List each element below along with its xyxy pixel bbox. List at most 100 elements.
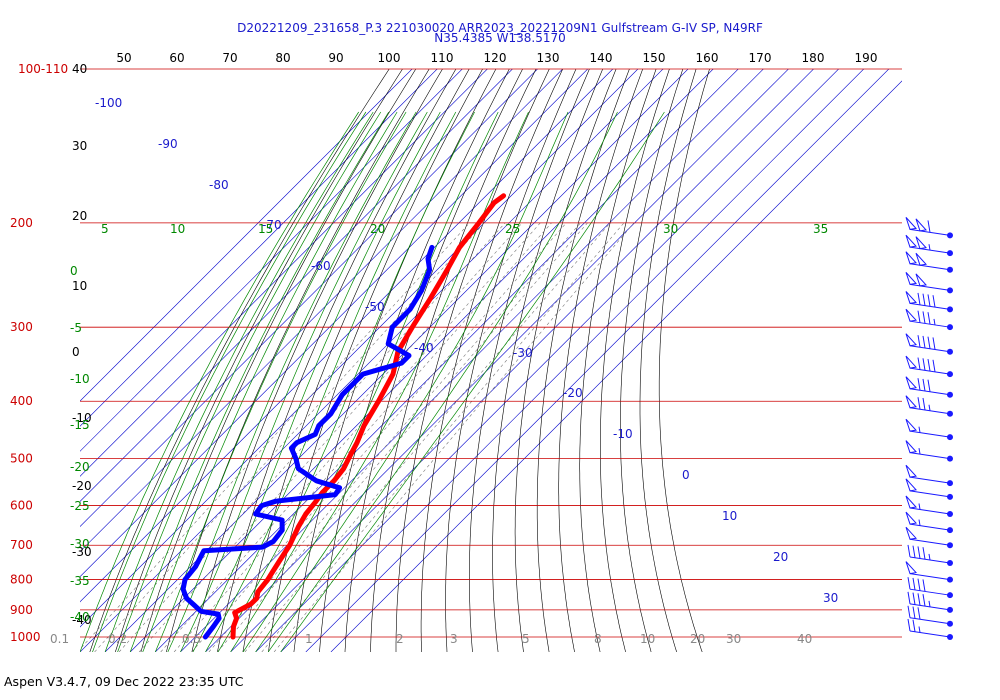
- top-temp-label: 50: [116, 51, 131, 65]
- mixing-ratio-label: 3: [450, 632, 458, 646]
- isotherm-line: [80, 69, 438, 427]
- wind-barb-feather: [922, 293, 926, 306]
- wind-barb-staff: [909, 588, 951, 596]
- moist-adiabat: [104, 111, 374, 652]
- wind-barb-pennant: [905, 376, 917, 390]
- isotherm-label: -100: [95, 96, 122, 110]
- wind-barb: [905, 272, 953, 294]
- wind-barb-pennant: [905, 291, 917, 304]
- wind-barb: [905, 495, 953, 517]
- wind-barb-feather: [912, 619, 916, 632]
- wind-barb-feather: [907, 577, 911, 590]
- top-temp-label: 120: [484, 51, 507, 65]
- moist-left-label: -5: [70, 321, 82, 335]
- wind-barb: [905, 308, 953, 331]
- isotherm-label: 0: [682, 468, 690, 482]
- isotherm-label: -60: [311, 259, 331, 273]
- pressure-label: 900: [10, 603, 33, 617]
- pressure-label: 800: [10, 573, 33, 587]
- wind-barb-pennant: [905, 333, 917, 347]
- moist-adiabat: [255, 111, 569, 652]
- isotherm-label: -80: [209, 178, 229, 192]
- wind-barb-feather: [922, 397, 926, 411]
- isotherm-label: -70: [262, 218, 282, 232]
- dry-adiabat: [89, 69, 390, 652]
- mixing-ratio-line: [160, 222, 541, 652]
- pressure-label: 1000: [10, 630, 41, 644]
- wind-barb-pennant: [915, 273, 927, 287]
- mixing-ratio-label: 5: [522, 632, 530, 646]
- wind-barb-staff: [909, 573, 951, 581]
- wind-barb-half: [918, 626, 921, 633]
- wind-barb-staff: [909, 523, 951, 531]
- isotherm-line: [255, 69, 840, 652]
- wind-barb-staff: [909, 538, 951, 546]
- wind-barb-feather: [927, 294, 931, 307]
- moist-adiabat-label: 30: [663, 222, 678, 236]
- wind-barb-feather: [912, 545, 916, 558]
- wind-barb-pennant: [905, 234, 917, 248]
- dry-adiabat: [579, 69, 657, 652]
- moist-left-label: 0: [70, 264, 78, 278]
- wind-barb: [905, 333, 953, 355]
- wind-barb-feather: [907, 591, 911, 604]
- isotherm-label: 30: [823, 591, 838, 605]
- wind-barb-feather: [917, 335, 921, 348]
- moist-adiabat: [217, 111, 475, 652]
- wind-barb-feather: [922, 335, 926, 349]
- left-scale-label: 0: [72, 345, 80, 359]
- wind-barb-feather: [927, 220, 931, 233]
- top-temp-label: 160: [696, 51, 719, 65]
- moist-adiabat: [92, 111, 367, 652]
- wind-barb-staff: [909, 507, 951, 515]
- mixing-ratio-line: [118, 222, 506, 652]
- wind-barb: [905, 291, 953, 313]
- wind-barb-pennant: [905, 440, 917, 454]
- pressure-label: 300: [10, 320, 33, 334]
- wind-barb-feather: [907, 605, 911, 618]
- mixing-ratio-label: 30: [726, 632, 741, 646]
- isotherm-line: [330, 80, 902, 652]
- wind-barb-feather: [917, 578, 921, 591]
- wind-barb-pennant: [915, 218, 927, 232]
- wind-barb-staff: [909, 263, 951, 271]
- wind-barb-feather: [927, 336, 931, 349]
- top-temp-label: 130: [537, 51, 560, 65]
- wind-barb-feather: [917, 310, 921, 323]
- wind-barb-staff: [909, 490, 951, 498]
- wind-barb-pennant: [905, 526, 917, 540]
- wind-barb: [905, 511, 953, 534]
- wind-barb-half: [928, 404, 931, 411]
- isotherm-line: [80, 69, 463, 452]
- dry-adiabat: [140, 69, 417, 652]
- wind-barb: [907, 605, 953, 627]
- wind-barb: [907, 618, 953, 641]
- isotherm-line: [180, 69, 764, 652]
- wind-barb-feather: [917, 397, 921, 410]
- isotherm-line: [280, 69, 865, 652]
- wind-barb: [905, 376, 953, 398]
- wind-barb-feather: [932, 337, 936, 350]
- pressure-label: 400: [10, 394, 33, 408]
- dry-adiabat: [469, 69, 590, 652]
- wind-barb-pennant: [905, 308, 917, 322]
- isotherm-line: [80, 69, 488, 477]
- wind-barb-pennant: [905, 251, 917, 265]
- moist-adiabat: [117, 111, 382, 652]
- moist-adiabat-label: 20: [370, 222, 385, 236]
- wind-barb: [907, 591, 953, 613]
- dewpoint-profile: [180, 244, 435, 640]
- footer-version: Aspen V3.4.7, 09 Dec 2022 23:35 UTC: [4, 674, 244, 689]
- top-temp-label: 70: [222, 51, 237, 65]
- wind-barb-staff: [909, 630, 951, 638]
- dry-adiabat: [658, 69, 710, 652]
- left-scale-label: 40: [72, 62, 87, 76]
- wind-barb-feather: [922, 594, 926, 607]
- moist-adiabat: [129, 111, 389, 652]
- left-scale-label: 10: [72, 279, 87, 293]
- moist-left-label: -20: [70, 460, 90, 474]
- wind-barb: [905, 217, 953, 239]
- top-temp-label: 60: [169, 51, 184, 65]
- dry-adiabat: [619, 69, 684, 652]
- moist-left-label: -10: [70, 372, 90, 386]
